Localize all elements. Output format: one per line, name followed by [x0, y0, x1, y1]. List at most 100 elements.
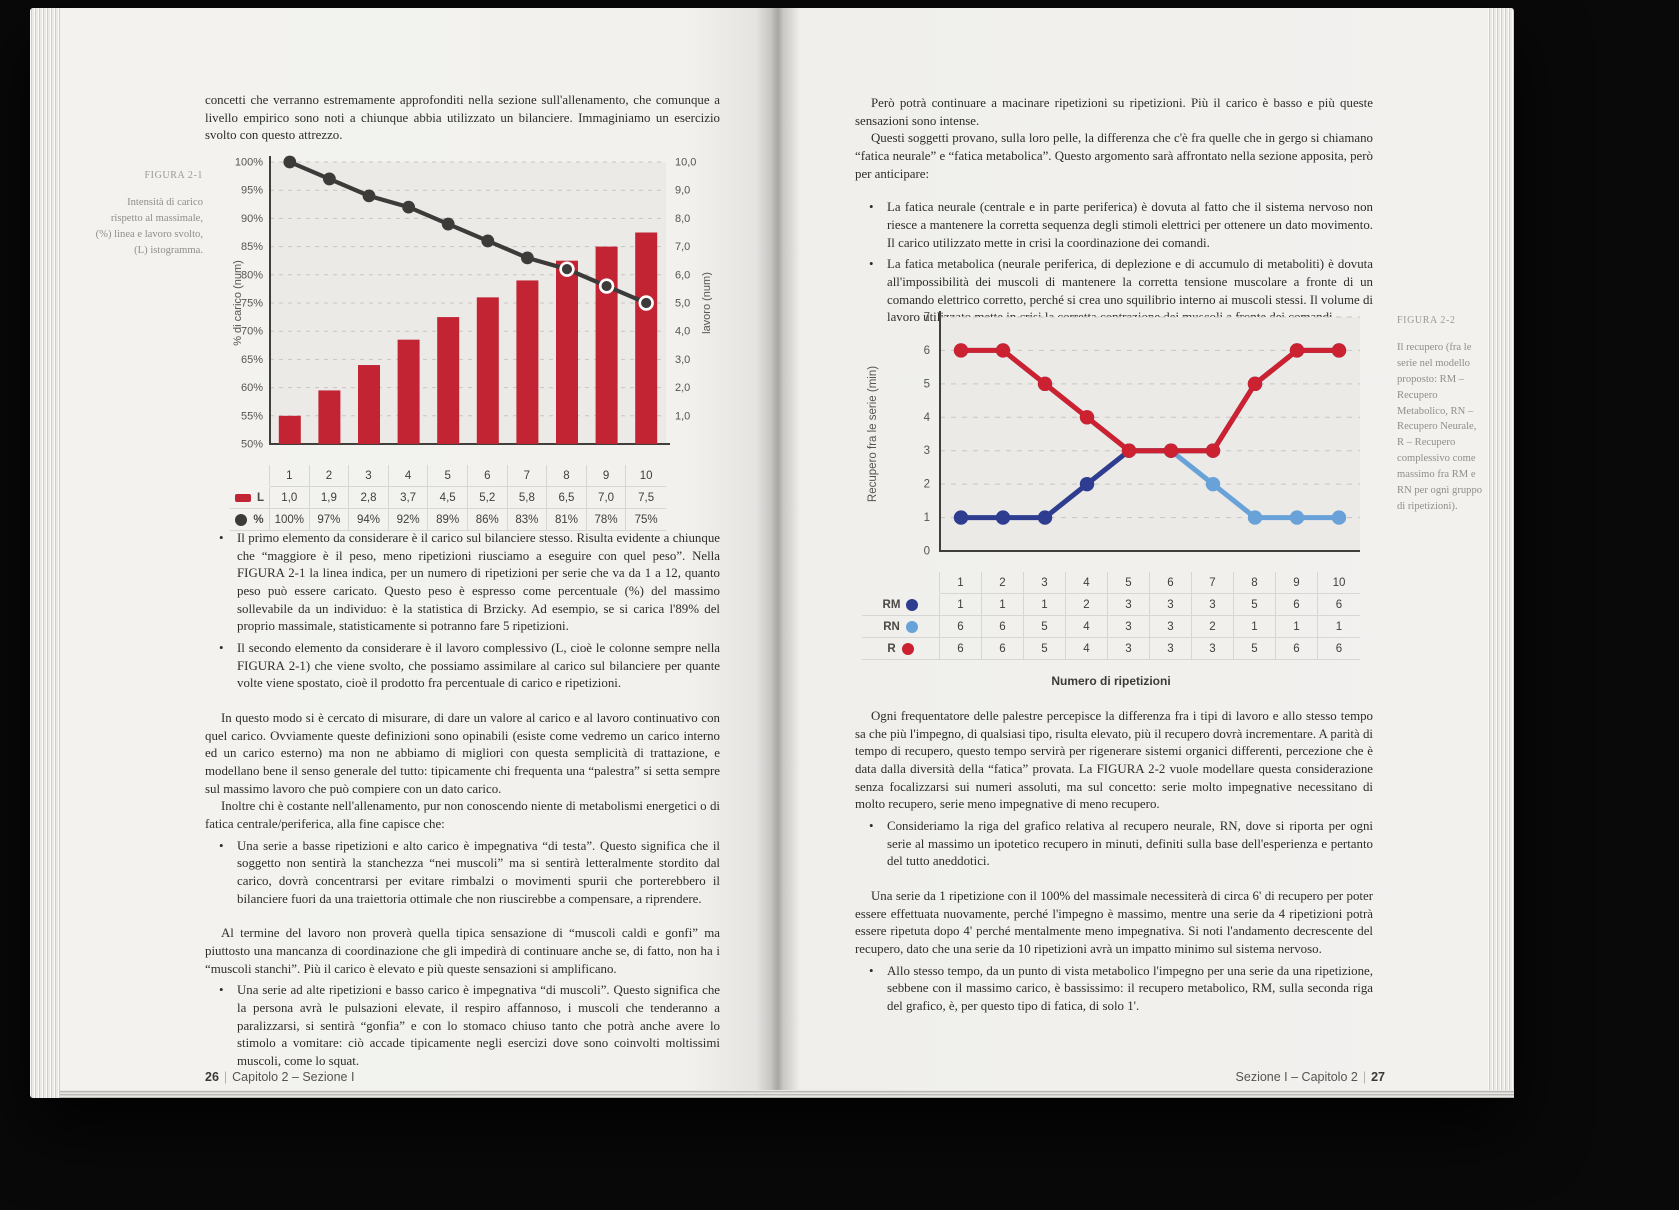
table-cell: 1,0 — [270, 487, 310, 509]
table-cell: 8 — [1234, 572, 1276, 594]
table-cell: 6 — [1150, 572, 1192, 594]
table-cell: 3 — [1192, 594, 1234, 616]
svg-text:7,0: 7,0 — [675, 241, 690, 253]
recovery-chart: 0 1 2 3 4 5 6 7 Recupero fra le serie (min) — [862, 305, 1382, 572]
para-inoltre: Inoltre chi è costante nell'allenamento,… — [205, 799, 720, 832]
line-legend-swatch — [235, 513, 248, 526]
footer-separator: | — [1362, 1070, 1367, 1084]
table-cell: 9 — [1276, 572, 1318, 594]
table-cell: 5 — [1108, 572, 1150, 594]
table-cell: 3 — [1108, 638, 1150, 660]
left-body-flow: Il primo elemento da considerare è il ca… — [205, 526, 720, 1071]
svg-text:10,0: 10,0 — [675, 157, 696, 169]
svg-text:1: 1 — [924, 512, 930, 524]
table-cell: 1 — [1024, 594, 1066, 616]
svg-text:1,0: 1,0 — [675, 410, 690, 422]
para-questi: Questi soggetti provano, sulla loro pell… — [855, 131, 1373, 181]
svg-text:6: 6 — [924, 345, 930, 357]
svg-text:100%: 100% — [235, 157, 263, 169]
table-cell: 2 — [1066, 594, 1108, 616]
table-cell: 8 — [547, 465, 587, 487]
bar-legend-swatch — [234, 493, 251, 502]
bullet-primo-elemento: Il primo elemento da considerare è il ca… — [205, 530, 720, 636]
figure-2-2-label: FIGURA 2-2 — [1397, 315, 1456, 326]
bullet-fatica-neurale: La fatica neurale (centrale e in parte p… — [855, 199, 1373, 252]
table-cell: 5,2 — [467, 487, 508, 509]
table-cell: 1 — [982, 594, 1024, 616]
table-cell: 1 — [940, 572, 982, 594]
load-intensity-chart: 50% 55% 60% 65% 70% 75% 80% 85% 90% 95% 100% 1,0 2,0… — [230, 148, 713, 465]
svg-text:9,0: 9,0 — [675, 185, 690, 197]
figure-2-2-caption: FIGURA 2-2 Il recupero (fra le serie nel… — [1397, 313, 1483, 515]
table-cell: 5 — [1024, 638, 1066, 660]
table-cell: 1 — [940, 594, 982, 616]
book-spread: concetti che verranno estremamente appro… — [30, 8, 1514, 1098]
svg-text:% di carico (num): % di carico (num) — [232, 260, 244, 346]
svg-text:55%: 55% — [241, 410, 263, 422]
left-intro-paragraph: concetti che verranno estremamente appro… — [205, 93, 720, 143]
table-cell: 7 — [507, 465, 548, 487]
bullet-alte-ripetizioni: Una serie ad alte ripetizioni e basso ca… — [205, 982, 720, 1070]
page-stack-left-edge — [30, 8, 60, 1098]
table-cell: 7,0 — [586, 487, 627, 509]
table-cell: 2 — [309, 465, 350, 487]
table-cell: R — [862, 638, 940, 660]
table-cell: 4 — [1066, 616, 1108, 638]
table-cell: 2 — [1192, 616, 1234, 638]
table-cell: 1 — [1234, 616, 1276, 638]
bullet-allo-stesso-tempo: Allo stesso tempo, da un punto di vista … — [855, 963, 1373, 1016]
svg-text:4: 4 — [924, 412, 931, 424]
svg-text:0: 0 — [924, 546, 930, 558]
table-cell: 5 — [1234, 638, 1276, 660]
page-stack-right-edge — [1488, 8, 1514, 1098]
para-misurare: In questo modo si è cercato di misurare,… — [205, 711, 720, 796]
table-cell: 5 — [428, 465, 468, 487]
figure-2-1-caption: FIGURA 2-1 Intensità di carico rispetto … — [95, 168, 203, 259]
svg-text:7: 7 — [924, 312, 930, 324]
svg-text:2,0: 2,0 — [675, 382, 690, 394]
page-stack-bottom-edge — [60, 1090, 1514, 1098]
svg-text:60%: 60% — [241, 382, 263, 394]
para-al-termine: Al termine del lavoro non proverà quella… — [205, 926, 720, 976]
table-cell — [230, 465, 270, 486]
page-left: concetti che verranno estremamente appro… — [60, 8, 772, 1098]
svg-text:80%: 80% — [241, 269, 263, 281]
table-cell — [862, 572, 940, 593]
table-cell: 3 — [349, 465, 389, 487]
figure-2-1-caption-text: Intensità di carico rispetto al massimal… — [95, 197, 203, 256]
table-cell: 6 — [1276, 594, 1318, 616]
table-cell: 1 — [1318, 616, 1360, 638]
table-cell: 6 — [467, 465, 508, 487]
right-page-footer: Sezione I – Capitolo 2 | 27 — [855, 1070, 1385, 1084]
table-cell: 3 — [1150, 638, 1192, 660]
recovery-data-table: 1 2 3 4 5 6 7 8 9 10 RM 1 1 1 2 3 3 3 5 6 6 RN 6 6 5 4 3 3 2 1 1 1 R 6 6 5 4… — [862, 572, 1382, 660]
line-legend-swatch — [901, 642, 914, 655]
right-footer-section: Sezione I – Capitolo 2 — [1235, 1070, 1358, 1084]
bullet-secondo-elemento: Il secondo elemento da considerare è il … — [205, 640, 720, 693]
table-cell: 6 — [982, 638, 1024, 660]
svg-text:6,0: 6,0 — [675, 269, 690, 281]
svg-text:4,0: 4,0 — [675, 326, 690, 338]
table-cell: 6 — [1276, 638, 1318, 660]
bullet-basse-ripetizioni: Una serie a basse ripetizioni e alto car… — [205, 838, 720, 909]
svg-text:85%: 85% — [241, 241, 263, 253]
table-cell: 6,5 — [547, 487, 587, 509]
svg-text:Recupero fra le serie (min): Recupero fra le serie (min) — [867, 366, 879, 502]
table-cell: 5,8 — [507, 487, 548, 509]
table-cell: 4 — [388, 465, 429, 487]
table-cell: 4 — [1066, 638, 1108, 660]
table-cell: 3 — [1024, 572, 1066, 594]
table-cell: L — [230, 487, 270, 509]
svg-text:5,0: 5,0 — [675, 298, 690, 310]
figure-2-2-caption-text: Il recupero (fra le serie nel modello pr… — [1397, 342, 1483, 512]
svg-text:5: 5 — [924, 378, 930, 390]
svg-text:95%: 95% — [241, 185, 263, 197]
table-cell: 10 — [626, 465, 666, 487]
table-cell: 7,5 — [626, 487, 666, 509]
para-ogni-frequentatore: Ogni frequentatore delle palestre percep… — [855, 709, 1373, 812]
footer-separator: | — [223, 1070, 228, 1084]
table-cell: 3 — [1192, 638, 1234, 660]
table-cell: 9 — [586, 465, 627, 487]
table-cell: 3 — [1108, 594, 1150, 616]
